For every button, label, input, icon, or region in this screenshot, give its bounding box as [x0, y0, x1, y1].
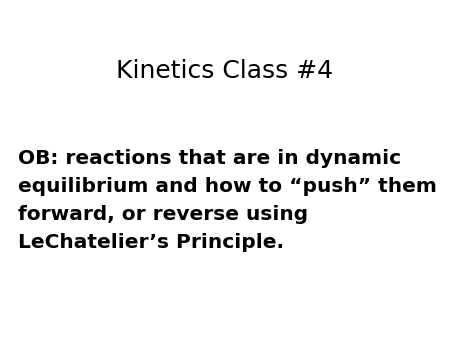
Text: Kinetics Class #4: Kinetics Class #4 — [117, 59, 333, 83]
Text: OB: reactions that are in dynamic
equilibrium and how to “push” them
forward, or: OB: reactions that are in dynamic equili… — [18, 149, 437, 252]
